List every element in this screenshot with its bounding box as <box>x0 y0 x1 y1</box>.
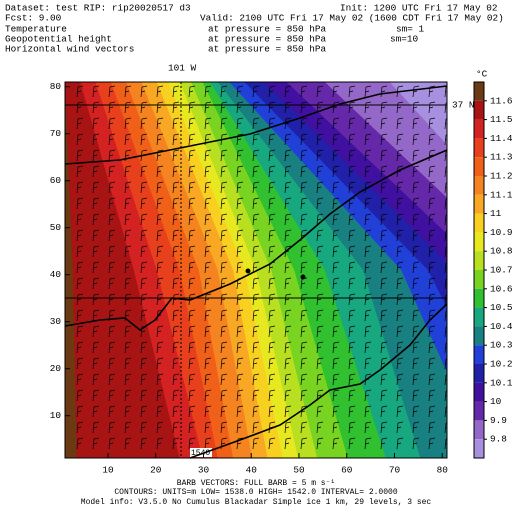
colorbar-label: 11.2 <box>490 170 512 181</box>
colorbar-label: 11.6 <box>490 95 512 106</box>
station <box>245 268 251 274</box>
colorbar-label: 11.4 <box>490 133 512 144</box>
field-name: Horizontal wind vectors <box>5 43 134 54</box>
colorbar-bin <box>474 100 484 120</box>
colorbar-bin <box>474 157 484 176</box>
longitude-label: 101 W <box>168 62 197 73</box>
colorbar-bin <box>474 119 484 139</box>
contour-label-box <box>190 448 212 457</box>
colorbar-bin <box>474 439 484 458</box>
smoothing: sm=10 <box>390 33 419 44</box>
plot-frame <box>64 81 448 459</box>
pressure: at pressure = 850 hPa <box>208 23 327 34</box>
colorbar-label: 10 <box>490 396 502 407</box>
x-tick-label: 80 <box>437 464 449 475</box>
colorbar-label: 10.7 <box>490 264 512 275</box>
temperature-band <box>389 82 447 145</box>
colorbar-bin <box>474 401 484 421</box>
station <box>300 274 306 280</box>
y-tick-label: 70 <box>50 128 62 139</box>
colorbar-bin <box>474 270 484 289</box>
colorbar-bin <box>474 345 484 364</box>
colorbar-label: 11.3 <box>490 152 512 163</box>
x-tick-label: 60 <box>341 464 353 475</box>
x-tick-label: 50 <box>293 464 305 475</box>
height-contour <box>189 303 448 459</box>
y-tick-label: 30 <box>50 316 62 327</box>
colorbar-label: 10.6 <box>490 283 512 294</box>
colorbar-label: 10.2 <box>490 358 512 369</box>
colorbar-bin <box>474 194 484 214</box>
colorbar-label: 10.4 <box>490 321 512 332</box>
colorbar-label: 11.1 <box>490 189 512 200</box>
temperature-field <box>65 82 447 458</box>
x-tick-label: 70 <box>389 464 401 475</box>
x-tick-label: 20 <box>150 464 162 475</box>
colorbar-label: 10.8 <box>490 246 512 257</box>
x-tick-label: 40 <box>246 464 258 475</box>
colorbar-label: 9.8 <box>490 434 507 445</box>
field-name: Geopotential height <box>5 33 112 44</box>
smoothing: sm= 1 <box>396 23 425 34</box>
barb-info: BARB VECTORS: FULL BARB = 5 m s⁻¹ <box>177 479 335 488</box>
pressure: at pressure = 850 hPa <box>208 33 327 44</box>
contour-label: 1540 <box>191 449 210 458</box>
colorbar-label: 10.5 <box>490 302 512 313</box>
pressure: at pressure = 850 hPa <box>208 43 327 54</box>
colorbar-bin <box>474 382 484 402</box>
y-tick-label: 20 <box>50 363 62 374</box>
colorbar-bin <box>474 176 484 195</box>
x-tick-label: 30 <box>198 464 210 475</box>
colorbar-bin <box>474 213 484 233</box>
wind-barbs <box>76 85 447 450</box>
colorbar-bin <box>474 288 484 308</box>
y-tick-label: 50 <box>50 222 62 233</box>
latitude-label: 37 N <box>452 99 475 110</box>
field-name: Temperature <box>5 23 67 34</box>
colorbar-label: 10.3 <box>490 340 512 351</box>
model-info: Model info: V3.5.0 No Cumulus Blackadar … <box>81 498 432 507</box>
colorbar-bin <box>474 326 484 346</box>
colorbar-label: 10.9 <box>490 227 512 238</box>
colorbar-bin <box>474 307 484 327</box>
y-tick-label: 40 <box>50 269 62 280</box>
colorbar-bin <box>474 420 484 440</box>
forecast: Fcst: 9.00 <box>5 12 62 23</box>
colorbar-label: 10.1 <box>490 377 512 388</box>
colorbar-label: 11 <box>490 208 502 219</box>
x-tick-label: 10 <box>102 464 114 475</box>
height-contour <box>64 149 448 331</box>
y-tick-label: 80 <box>50 81 62 92</box>
colorbar <box>473 81 487 459</box>
init-time: Init: 1200 UTC Fri 17 May 02 <box>340 2 498 13</box>
overlay <box>64 81 448 459</box>
y-tick-label: 60 <box>50 175 62 186</box>
colorbar-bin <box>474 251 484 270</box>
contour-info: CONTOURS: UNITS=m LOW= 1538.0 HIGH= 1542… <box>114 488 397 497</box>
y-tick-label: 10 <box>50 410 62 421</box>
dataset: Dataset: test RIP: rip20020517 d3 <box>5 2 191 13</box>
colorbar-label: 9.9 <box>490 415 507 426</box>
valid-time: Valid: 2100 UTC Fri 17 May 02 (1600 CDT … <box>200 12 504 23</box>
colorbar-bin <box>474 82 484 101</box>
colorbar-bin <box>474 232 484 252</box>
height-contour <box>64 85 448 165</box>
colorbar-label: 11.5 <box>490 114 512 125</box>
colorbar-bin <box>474 138 484 158</box>
colorbar-bin <box>474 364 484 383</box>
colorbar-unit: °C <box>476 68 488 79</box>
